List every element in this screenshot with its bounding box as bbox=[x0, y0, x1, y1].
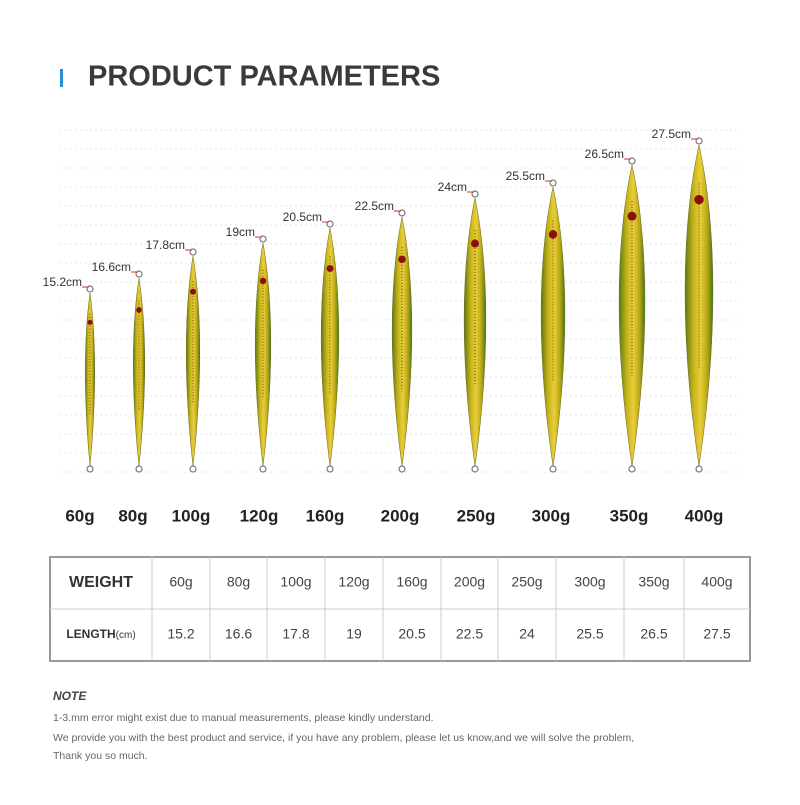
note: 1-3.mm error might exist due to manual m… bbox=[53, 712, 634, 762]
cell: 100g bbox=[280, 574, 311, 590]
length-label: 17.8cm bbox=[146, 238, 185, 252]
bottom-ring bbox=[326, 465, 334, 473]
row-header: WEIGHT bbox=[69, 574, 133, 591]
lure-eye bbox=[136, 307, 142, 313]
lure-body bbox=[540, 186, 566, 467]
weight-label: 160g bbox=[306, 506, 345, 525]
cell: 160g bbox=[396, 574, 427, 590]
bottom-ring bbox=[86, 465, 94, 473]
title: PRODUCT PARAMETERS bbox=[88, 61, 440, 93]
weight-label: 400g bbox=[685, 506, 724, 525]
cell: 250g bbox=[511, 574, 542, 590]
length-label: 24cm bbox=[438, 180, 467, 194]
lure-body bbox=[85, 292, 95, 467]
top-ring bbox=[86, 285, 94, 293]
lure-eye bbox=[471, 239, 479, 248]
row-header-text: WEIGHT bbox=[69, 574, 133, 591]
lure-eye bbox=[548, 230, 558, 239]
lure-eye bbox=[398, 255, 406, 264]
bottom-ring bbox=[549, 465, 557, 473]
weight-label: 120g bbox=[240, 506, 279, 525]
lure-eye bbox=[694, 194, 704, 205]
cell: 80g bbox=[227, 574, 250, 590]
cell: 26.5 bbox=[640, 626, 667, 642]
weight-label: 200g bbox=[381, 506, 420, 525]
lure-eye bbox=[259, 277, 267, 285]
top-ring bbox=[135, 270, 143, 278]
top-ring bbox=[259, 235, 267, 243]
top-ring bbox=[189, 248, 197, 256]
lure-eye bbox=[627, 211, 637, 221]
table: WEIGHT 60g 80g 100g 120g 160g 200g 250g 300g 350g… bbox=[49, 556, 751, 662]
top-ring bbox=[471, 190, 479, 198]
weight-label: 100g bbox=[172, 506, 211, 525]
note-line: Thank you so much. bbox=[53, 750, 148, 762]
top-ring bbox=[628, 157, 636, 165]
length-label: 20.5cm bbox=[283, 210, 322, 224]
bottom-ring bbox=[189, 465, 197, 473]
weight-label: 300g bbox=[532, 506, 571, 525]
cell: 22.5 bbox=[456, 626, 483, 642]
lure-body bbox=[133, 277, 145, 467]
cell: 15.2 bbox=[167, 626, 194, 642]
lure-eye bbox=[326, 264, 334, 272]
length-label: 19cm bbox=[226, 225, 255, 239]
cell: 400g bbox=[701, 574, 732, 590]
lure-eye bbox=[190, 288, 196, 295]
bottom-ring bbox=[398, 465, 406, 473]
lure-eye bbox=[87, 319, 93, 325]
cell: 17.8 bbox=[282, 626, 309, 642]
bottom-ring bbox=[628, 465, 636, 473]
weight-label: 250g bbox=[457, 506, 496, 525]
lure-body bbox=[463, 197, 487, 467]
lure-body bbox=[391, 216, 413, 467]
length-label: 15.2cm bbox=[43, 275, 82, 289]
top-ring bbox=[549, 179, 557, 187]
top-ring bbox=[695, 137, 703, 145]
cell: 24 bbox=[519, 626, 535, 642]
length-label: 25.5cm bbox=[506, 169, 545, 183]
row-header-text: LENGTH bbox=[66, 627, 115, 641]
length-label: 22.5cm bbox=[355, 199, 394, 213]
row-header: LENGTH(cm) bbox=[66, 627, 135, 641]
cell: 300g bbox=[574, 574, 605, 590]
cell: 60g bbox=[169, 574, 192, 590]
note-line: We provide you with the best product and… bbox=[53, 732, 634, 744]
cell: 19 bbox=[346, 626, 362, 642]
note-title: NOTE bbox=[53, 689, 87, 703]
cell: 200g bbox=[454, 574, 485, 590]
bottom-ring bbox=[135, 465, 143, 473]
top-ring bbox=[326, 220, 334, 228]
unit: (cm) bbox=[116, 630, 136, 641]
weight-label: 350g bbox=[610, 506, 649, 525]
lures: 15.2cm 60g 16.6cm 80g 17.8cm 100g 19cm 120g 20.5… bbox=[43, 127, 724, 525]
bottom-ring bbox=[695, 465, 703, 473]
cell: 20.5 bbox=[398, 626, 425, 642]
length-label: 26.5cm bbox=[585, 147, 624, 161]
title-accent bbox=[60, 69, 63, 87]
note-line: 1-3.mm error might exist due to manual m… bbox=[53, 712, 434, 724]
top-ring bbox=[398, 209, 406, 217]
weight-label: 80g bbox=[118, 506, 147, 525]
weight-label: 60g bbox=[65, 506, 94, 525]
cell: 25.5 bbox=[576, 626, 603, 642]
cell: 16.6 bbox=[225, 626, 252, 642]
bottom-ring bbox=[471, 465, 479, 473]
bottom-ring bbox=[259, 465, 267, 473]
length-label: 16.6cm bbox=[92, 260, 131, 274]
length-label: 27.5cm bbox=[652, 127, 691, 141]
cell: 120g bbox=[338, 574, 369, 590]
cell: 350g bbox=[638, 574, 669, 590]
cell: 27.5 bbox=[703, 626, 730, 642]
